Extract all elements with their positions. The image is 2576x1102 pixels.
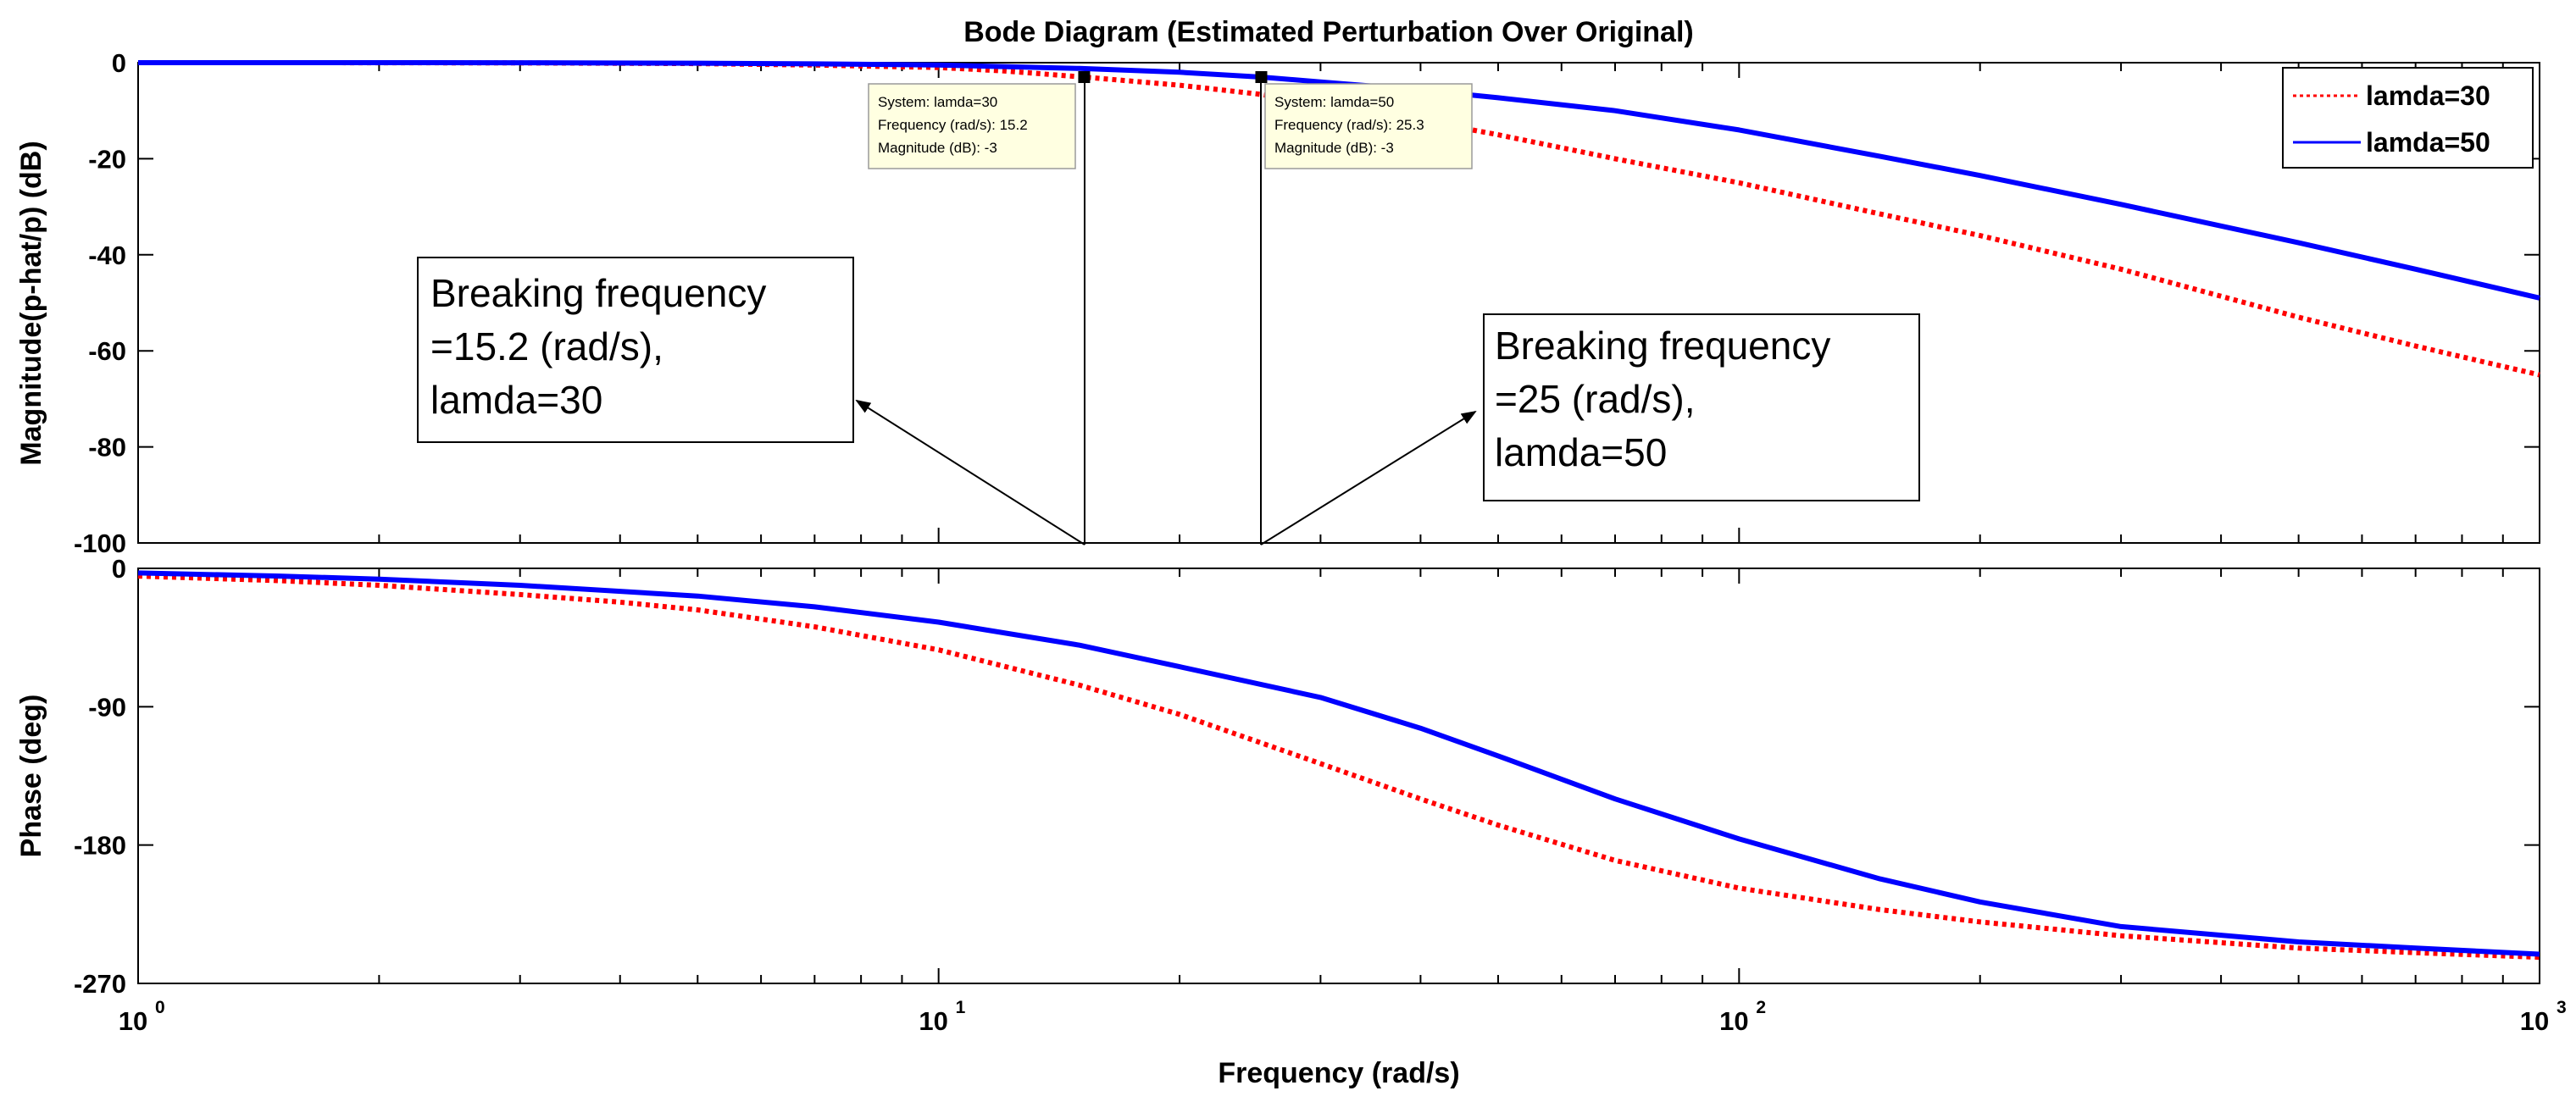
x-tick-label: 10 (919, 1006, 947, 1036)
datatip-box (868, 83, 1076, 169)
annotation-line: =25 (rad/s), (1495, 377, 1696, 421)
x-axis-label: Frequency (rad/s) (1218, 1057, 1459, 1089)
annotation-lamda30[interactable]: Breaking frequency =15.2 (rad/s), lamda=… (417, 257, 854, 443)
datatip-system: System: lamda=50 (1274, 94, 1394, 110)
datatip-lamda30[interactable]: System: lamda=30 Frequency (rad/s): 15.2… (868, 83, 1076, 169)
arrow-lamda50 (1260, 410, 1477, 545)
y-tick-label: 0 (112, 554, 126, 584)
x-tick-exponent: 3 (2557, 998, 2567, 1017)
annotation-line: =15.2 (rad/s), (430, 324, 663, 368)
annotation-line: Breaking frequency (430, 271, 766, 315)
annotation-lamda50[interactable]: Breaking frequency =25 (rad/s), lamda=50 (1483, 313, 1920, 501)
datatip-frequency: Frequency (rad/s): 25.3 (1274, 117, 1424, 133)
y-tick-label: -20 (88, 144, 126, 174)
datatip-system: System: lamda=30 (878, 94, 997, 110)
datatip-lamda50[interactable]: System: lamda=50 Frequency (rad/s): 25.3… (1264, 83, 1473, 169)
annotation-line: lamda=30 (430, 378, 602, 422)
y-tick-label: -60 (88, 336, 126, 366)
y-tick-label: -80 (88, 433, 126, 462)
chart-title: Bode Diagram (Estimated Perturbation Ove… (963, 16, 1694, 48)
legend-label-lamda50: lamda=50 (2366, 127, 2490, 158)
magnitude-y-axis-label: Magnitude(p-hat/p) (dB) (15, 141, 47, 465)
y-tick-label: -40 (88, 241, 126, 270)
annotation-line: lamda=50 (1495, 430, 1667, 474)
x-tick-label: 10 (1719, 1006, 1748, 1036)
phase-ticks (137, 568, 2540, 984)
y-tick-label: -270 (74, 969, 126, 999)
x-tick-exponent: 1 (956, 998, 966, 1017)
annotation-box (1483, 313, 1920, 501)
magnitude-lines (138, 60, 2540, 378)
phase-axes-frame (137, 568, 2540, 984)
phase-lines (137, 570, 2540, 961)
x-tick-labels: 10 0 10 1 10 2 10 3 (119, 998, 2567, 1036)
x-tick-label: 10 (2520, 1006, 2549, 1036)
x-tick-exponent: 2 (1756, 998, 1766, 1017)
annotation-box (417, 257, 854, 443)
datatip-magnitude: Magnitude (dB): -3 (1274, 140, 1394, 156)
x-tick-exponent: 0 (155, 998, 165, 1017)
phase-panel: 0 -90 -180 -270 (74, 554, 2540, 999)
annotation-line: Breaking frequency (1495, 324, 1830, 368)
y-tick-label: -100 (74, 529, 126, 558)
phase-y-tick-labels: 0 -90 -180 -270 (74, 554, 126, 999)
x-tick-label: 10 (119, 1006, 147, 1036)
arrow-lamda30 (855, 399, 1085, 545)
phase-y-axis-label: Phase (deg) (15, 695, 47, 858)
datatip-frequency: Frequency (rad/s): 15.2 (878, 117, 1028, 133)
y-tick-label: -90 (88, 692, 126, 722)
series-line-lamda50 (138, 60, 2540, 301)
series-line-lamda30 (137, 573, 2540, 961)
datatip-magnitude: Magnitude (dB): -3 (878, 140, 997, 156)
legend-label-lamda30: lamda=30 (2366, 80, 2490, 111)
legend[interactable]: lamda=30 lamda=50 (2282, 67, 2534, 169)
datatip-box (1264, 83, 1473, 169)
series-line-lamda50 (137, 570, 2540, 957)
legend-box (2282, 67, 2534, 169)
y-tick-label: 0 (112, 48, 126, 78)
y-tick-label: -180 (74, 831, 126, 861)
magnitude-y-tick-labels: 0 -20 -40 -60 -80 -100 (74, 48, 126, 558)
